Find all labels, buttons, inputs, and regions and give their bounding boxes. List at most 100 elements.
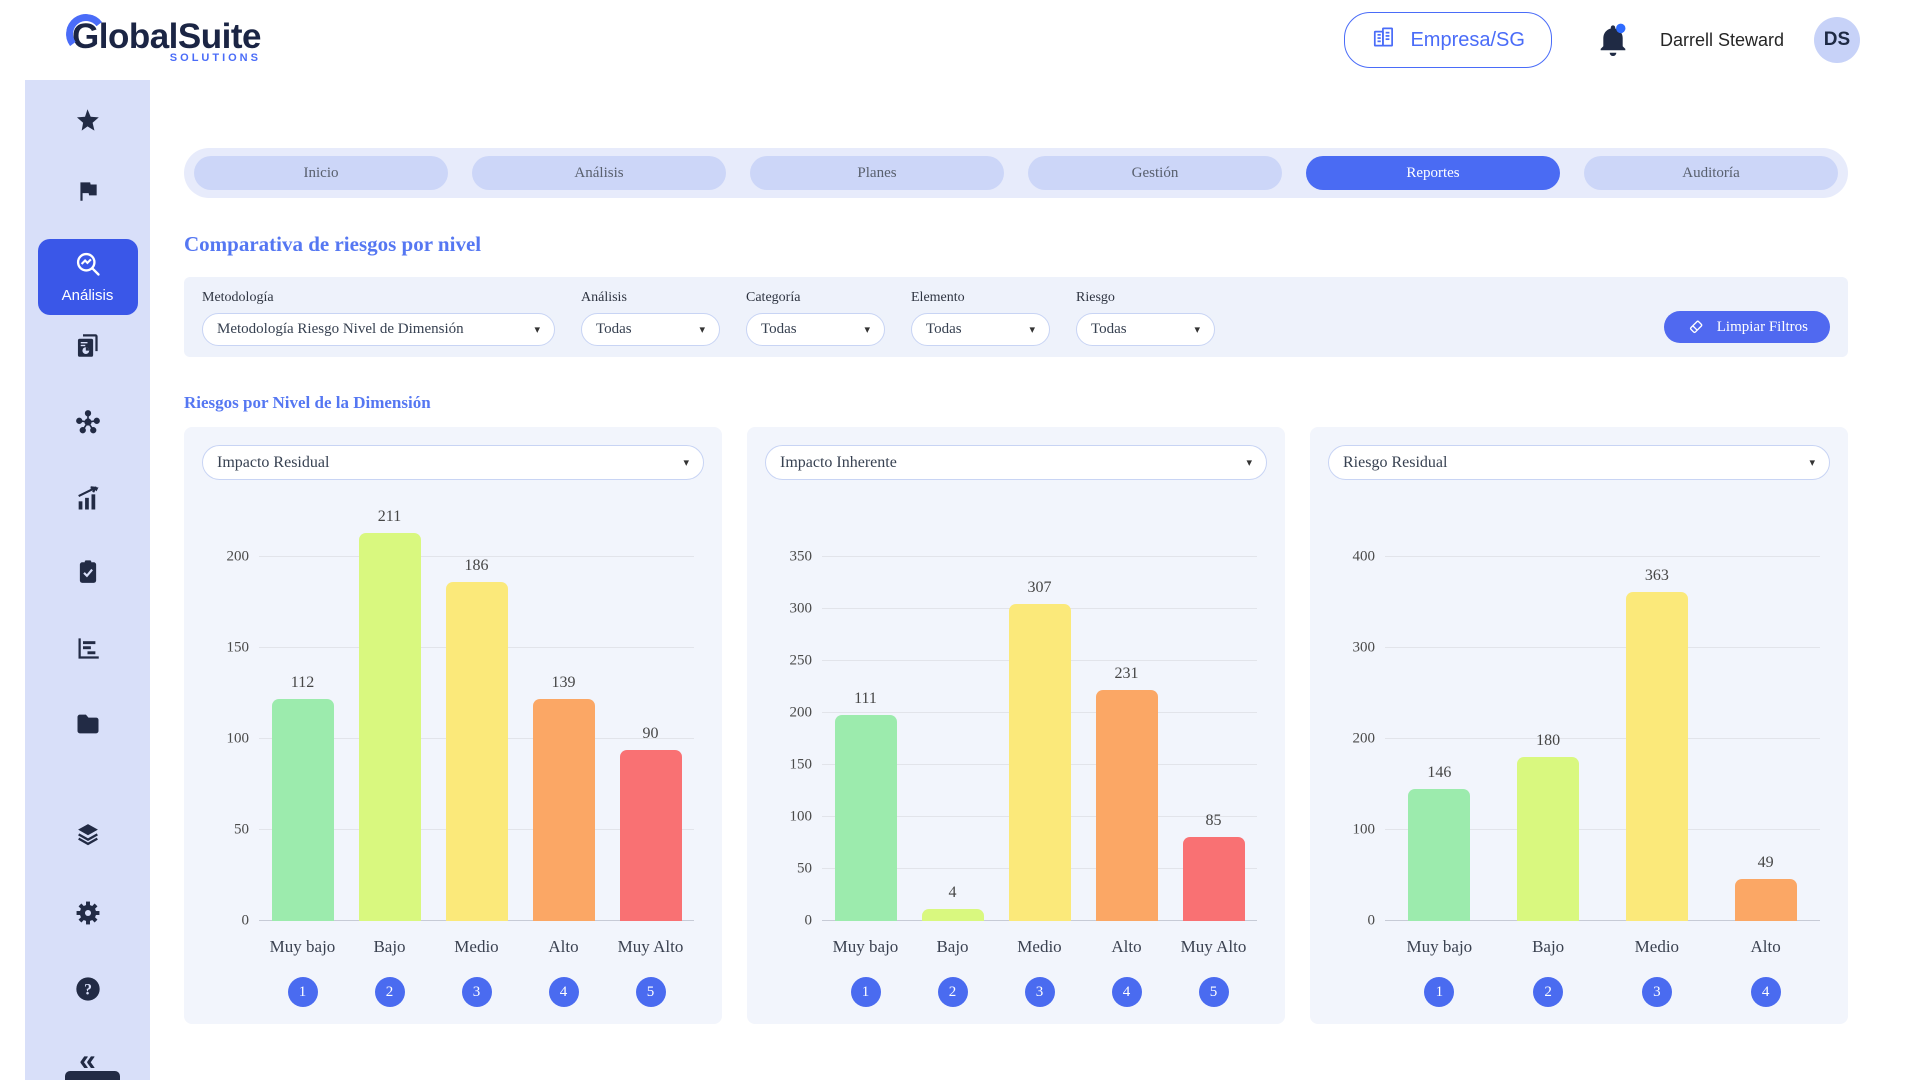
x-axis-label: Muy bajo: [832, 937, 899, 956]
filter-select-analisis[interactable]: Todas ▾: [581, 313, 720, 346]
level-badge: 4: [548, 977, 579, 1007]
filter-select-elemento[interactable]: Todas ▾: [911, 313, 1050, 346]
plot-area: 0 100 200 300 400 146 180 363 49: [1353, 486, 1820, 928]
bar-medio[interactable]: [1008, 604, 1071, 921]
bar-value-label: 186: [464, 557, 489, 574]
x-axis-label: Bajo: [1532, 937, 1565, 956]
filter-select-categoria[interactable]: Todas ▾: [746, 313, 885, 346]
x-axis-line: 0: [1368, 912, 1820, 928]
sidebar-item-gear[interactable]: [74, 899, 102, 927]
bar-value-label: 112: [290, 674, 315, 691]
company-selector-button[interactable]: Empresa/SG: [1344, 12, 1552, 68]
collapse-left-icon: «: [79, 1044, 96, 1077]
notifications-bell[interactable]: [1596, 22, 1630, 58]
sidebar-item-layers[interactable]: [74, 820, 102, 848]
bar-bajo[interactable]: [1517, 757, 1580, 921]
x-axis-labels: Muy bajo Bajo Medio Alto Muy Alto: [259, 937, 694, 957]
filter-field-analisis: Análisis Todas ▾: [581, 290, 720, 346]
section-title: Riesgos por Nivel de la Dimensión: [184, 393, 431, 412]
sidebar-item-stats-growth[interactable]: [74, 485, 102, 513]
gridline: 400: [1353, 548, 1820, 564]
chevron-down-icon: ▾: [1809, 457, 1815, 469]
app-header: GlobalSuite SOLUTIONS Empresa/SG Darrell…: [0, 0, 1920, 80]
sidebar-item-help[interactable]: ?: [74, 975, 102, 1003]
tab-auditoria[interactable]: Auditoría: [1584, 156, 1838, 190]
filter-field-categoria: Categoría Todas ▾: [746, 290, 885, 346]
sidebar-item-flag[interactable]: [75, 178, 101, 204]
chart-metric-select[interactable]: Impacto Residual ▾: [202, 445, 704, 480]
filter-select-riesgo[interactable]: Todas ▾: [1076, 313, 1215, 346]
selected-value: Todas: [761, 321, 797, 337]
bar-alto[interactable]: [532, 699, 595, 921]
logo-text: GlobalSuite: [72, 16, 261, 56]
chart-card-impacto-inherente: Impacto Inherente ▾ 0 50 100 150 200 250 300 350 1…: [747, 427, 1285, 1024]
bar-muy-alto[interactable]: [1182, 837, 1245, 921]
tab-reportes[interactable]: Reportes: [1306, 156, 1560, 190]
bar-muy-bajo[interactable]: [834, 715, 897, 921]
logo[interactable]: GlobalSuite SOLUTIONS: [63, 10, 261, 64]
x-axis-label: Bajo: [936, 937, 969, 956]
clear-filters-label: Limpiar Filtros: [1716, 318, 1808, 335]
sidebar-item-network[interactable]: [74, 408, 102, 436]
chevron-down-icon: ▾: [864, 324, 870, 336]
level-badge: 3: [1024, 977, 1055, 1007]
filter-label: Riesgo: [1076, 290, 1115, 305]
chart-card-riesgo-residual: Riesgo Residual ▾ 0 100 200 300 400 146 180 363 49…: [1310, 427, 1848, 1024]
gridline: 200: [227, 548, 694, 564]
level-badges: 1 2 3 4: [1385, 977, 1820, 1007]
filter-select-metodologia[interactable]: Metodología Riesgo Nivel de Dimensión ▾: [202, 313, 555, 346]
tab-planes[interactable]: Planes: [750, 156, 1004, 190]
bar-value-label: 307: [1027, 579, 1052, 596]
x-axis-label: Alto: [548, 937, 579, 956]
bar-muy-bajo[interactable]: [271, 699, 334, 921]
bar-value-label: 49: [1757, 854, 1774, 871]
y-tick-label: 250: [789, 652, 813, 668]
bar-medio[interactable]: [445, 582, 508, 921]
bar-muy-alto[interactable]: [619, 750, 682, 921]
level-badge: 3: [461, 977, 492, 1007]
filter-label: Análisis: [581, 290, 627, 305]
level-badge: 2: [374, 977, 405, 1007]
y-tick-label: 400: [1352, 548, 1376, 564]
sidebar-item-analisis-active[interactable]: Análisis: [37, 239, 138, 315]
bar-bajo[interactable]: [358, 533, 421, 921]
level-badge: 2: [937, 977, 968, 1007]
selected-metric: Impacto Inherente: [780, 453, 897, 471]
x-axis-label: Muy bajo: [269, 937, 336, 956]
tab-analisis[interactable]: Análisis: [472, 156, 726, 190]
level-badge: 1: [287, 977, 318, 1007]
y-tick-label: 200: [226, 548, 250, 564]
y-tick-label: 100: [789, 808, 813, 824]
bar-alto[interactable]: [1095, 690, 1158, 921]
y-tick-label: 0: [804, 912, 813, 928]
sidebar-item-folder[interactable]: [74, 710, 102, 738]
avatar[interactable]: DS: [1814, 17, 1860, 63]
sidebar-item-star[interactable]: [74, 107, 101, 134]
bar-value-label: 85: [1205, 812, 1222, 829]
gridline: 100: [1353, 821, 1820, 837]
bar-muy-bajo[interactable]: [1408, 789, 1471, 921]
chart-metric-select[interactable]: Riesgo Residual ▾: [1328, 445, 1830, 480]
selected-metric: Impacto Residual: [217, 453, 330, 471]
bar-value-label: 363: [1644, 567, 1669, 584]
clear-filters-button[interactable]: Limpiar Filtros: [1663, 311, 1830, 343]
y-tick-label: 50: [234, 821, 249, 837]
filter-field-metodologia: Metodología Metodología Riesgo Nivel de D…: [202, 290, 555, 346]
sidebar-item-clipboard-check[interactable]: [75, 559, 101, 585]
filter-label: Categoría: [746, 290, 801, 305]
tab-gestion[interactable]: Gestión: [1028, 156, 1282, 190]
sidebar-item-gantt[interactable]: [74, 635, 101, 662]
bar-value-label: 139: [551, 674, 576, 691]
selected-value: Todas: [926, 321, 962, 337]
bell-icon: [1600, 23, 1626, 57]
sidebar-item-collapse-left[interactable]: «: [79, 1044, 96, 1077]
bar-bajo[interactable]: [921, 909, 984, 921]
tab-inicio[interactable]: Inicio: [194, 156, 448, 190]
sidebar-item-report-pages[interactable]: [74, 332, 101, 359]
chevron-down-icon: ▾: [1246, 457, 1252, 469]
bar-alto[interactable]: [1734, 879, 1797, 921]
chevron-down-icon: ▾: [699, 324, 705, 336]
chart-metric-select[interactable]: Impacto Inherente ▾: [765, 445, 1267, 480]
y-tick-label: 100: [226, 730, 250, 746]
bar-medio[interactable]: [1625, 592, 1688, 921]
